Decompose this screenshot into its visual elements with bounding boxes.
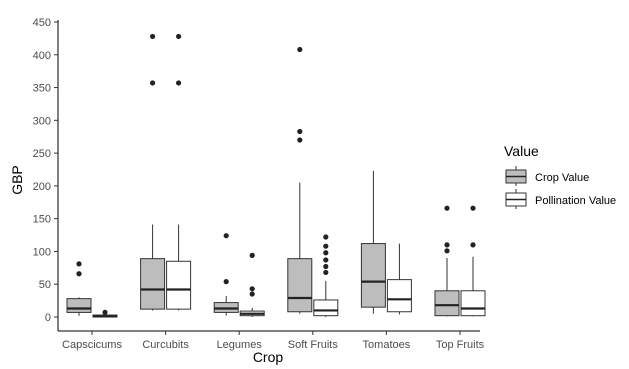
- box: [166, 260, 192, 310]
- outlier-point: [249, 291, 255, 297]
- box: [313, 299, 339, 317]
- outlier-point: [297, 128, 303, 135]
- x-tick-label: Tomatoes: [363, 339, 411, 351]
- outlier-point: [444, 248, 450, 254]
- outlier-point: [223, 233, 229, 239]
- y-tick-label: 250: [33, 148, 51, 160]
- outlier-point: [249, 252, 255, 258]
- outlier-point: [323, 234, 329, 240]
- outlier-point: [323, 257, 329, 263]
- x-tick-label: Soft Fruits: [288, 339, 339, 351]
- outlier-point: [176, 80, 182, 86]
- outlier-point: [323, 250, 329, 256]
- plot-area: [66, 33, 486, 318]
- x-tick-label: Top Fruits: [436, 339, 485, 351]
- outlier-point: [470, 205, 476, 211]
- box: [360, 243, 386, 308]
- x-axis: Capscicums Curcubits Legumes Soft Fruits Tom…: [58, 330, 485, 351]
- outlier-point: [150, 80, 156, 86]
- outlier-point: [323, 263, 329, 270]
- box: [460, 290, 486, 317]
- box: [287, 258, 313, 313]
- legend-title: Value: [504, 143, 539, 159]
- y-tick-label: 150: [33, 214, 51, 226]
- series-pollination-value: [92, 33, 486, 318]
- y-tick-label: 0: [45, 312, 51, 324]
- outlier-point: [223, 279, 229, 285]
- box: [140, 258, 166, 310]
- outlier-point: [444, 242, 450, 248]
- y-tick-label: 350: [33, 83, 51, 95]
- y-tick-label: 300: [33, 115, 51, 127]
- x-axis-title: Crop: [253, 349, 284, 365]
- outlier-point: [150, 33, 156, 40]
- box: [386, 279, 412, 313]
- y-axis: 0 50 100 150 200 250 300 350 400 450: [33, 17, 59, 331]
- outlier-point: [470, 242, 476, 248]
- legend-label: Pollination Value: [535, 195, 616, 207]
- outlier-point: [76, 271, 82, 277]
- outlier-point: [323, 243, 329, 249]
- outlier-point: [444, 205, 450, 211]
- y-tick-label: 100: [33, 246, 51, 258]
- series-crop-value: [66, 33, 460, 317]
- x-tick-label: Curcubits: [142, 339, 189, 351]
- y-tick-label: 400: [33, 50, 51, 62]
- outlier-point: [297, 46, 303, 53]
- y-tick-label: 450: [33, 17, 51, 29]
- box: [434, 290, 460, 317]
- outlier-point: [249, 286, 255, 292]
- y-tick-label: 200: [33, 181, 51, 193]
- x-tick-label: Capscicums: [62, 339, 122, 351]
- outlier-point: [76, 261, 82, 267]
- outlier-point: [323, 269, 329, 276]
- box: [66, 298, 92, 313]
- outlier-point: [176, 33, 182, 40]
- y-axis-title: GBP: [9, 165, 25, 195]
- y-tick-label: 50: [39, 279, 51, 291]
- outlier-point: [297, 137, 303, 143]
- x-tick-label: Legumes: [217, 339, 263, 351]
- outlier-point: [102, 309, 108, 316]
- legend-label: Crop Value: [535, 172, 589, 184]
- legend: Value Crop Value Pollination Value: [504, 143, 616, 209]
